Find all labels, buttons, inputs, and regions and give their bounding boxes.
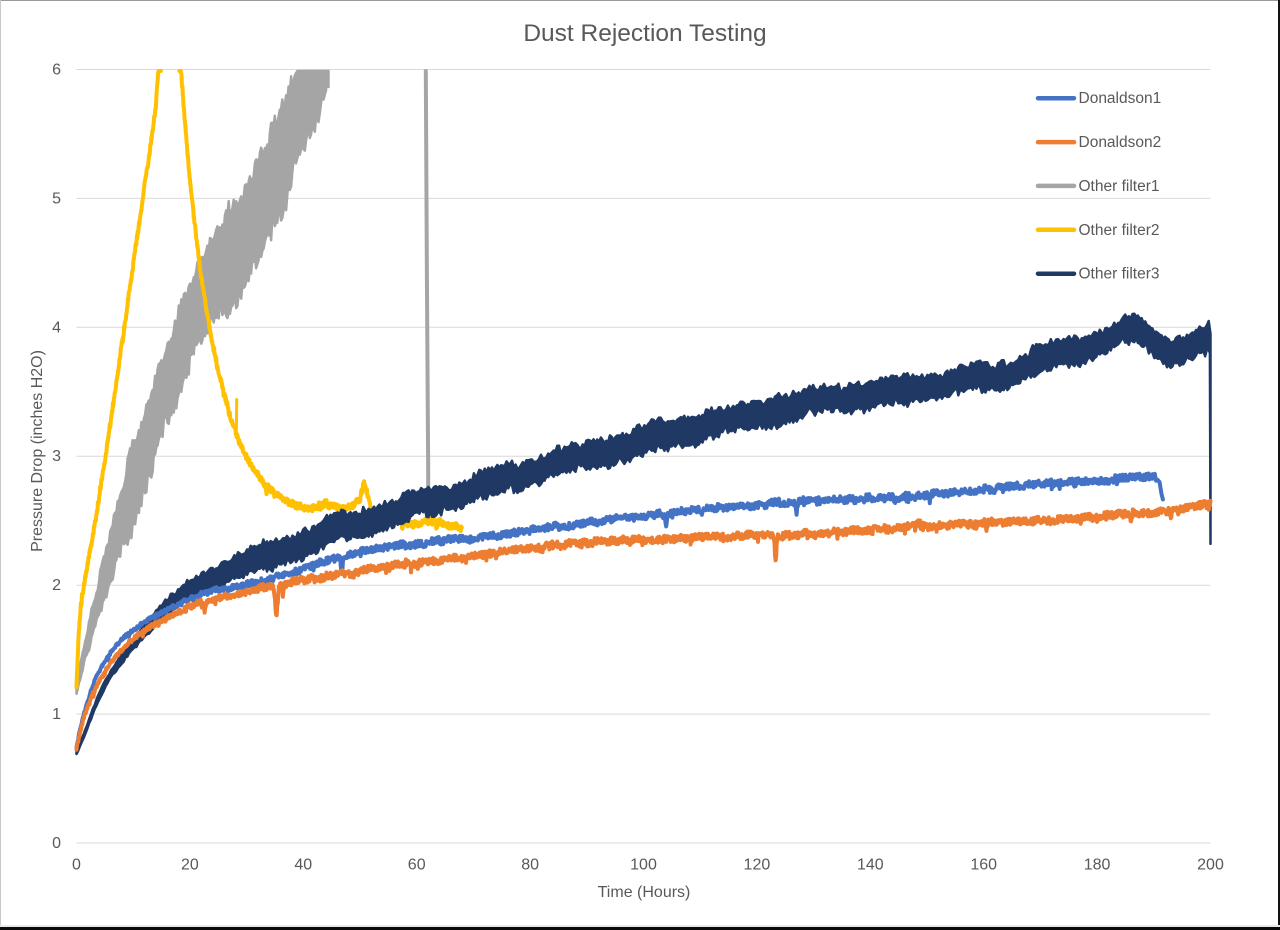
svg-text:120: 120 bbox=[744, 857, 771, 874]
svg-text:5: 5 bbox=[52, 190, 61, 207]
svg-text:40: 40 bbox=[294, 857, 312, 874]
svg-text:140: 140 bbox=[857, 857, 884, 874]
svg-text:Other filter3: Other filter3 bbox=[1079, 266, 1160, 283]
svg-text:Time (Hours): Time (Hours) bbox=[598, 884, 691, 901]
svg-text:Dust Rejection Testing: Dust Rejection Testing bbox=[523, 20, 766, 47]
svg-text:160: 160 bbox=[970, 857, 997, 874]
svg-text:2: 2 bbox=[52, 577, 61, 594]
svg-text:Other filter2: Other filter2 bbox=[1079, 222, 1160, 239]
svg-text:200: 200 bbox=[1197, 857, 1224, 874]
svg-text:Donaldson1: Donaldson1 bbox=[1079, 90, 1162, 107]
svg-text:3: 3 bbox=[52, 448, 61, 465]
svg-text:Other filter1: Other filter1 bbox=[1079, 178, 1160, 195]
svg-text:180: 180 bbox=[1084, 857, 1111, 874]
svg-text:Pressure Drop (inches H2O): Pressure Drop (inches H2O) bbox=[29, 350, 46, 552]
svg-text:60: 60 bbox=[408, 857, 426, 874]
svg-text:100: 100 bbox=[630, 857, 657, 874]
svg-text:20: 20 bbox=[181, 857, 199, 874]
svg-text:80: 80 bbox=[521, 857, 539, 874]
svg-text:0: 0 bbox=[72, 857, 81, 874]
svg-text:1: 1 bbox=[52, 706, 61, 723]
svg-text:4: 4 bbox=[52, 319, 61, 336]
svg-text:6: 6 bbox=[52, 62, 61, 79]
svg-text:0: 0 bbox=[52, 835, 61, 852]
svg-text:Donaldson2: Donaldson2 bbox=[1079, 134, 1162, 151]
